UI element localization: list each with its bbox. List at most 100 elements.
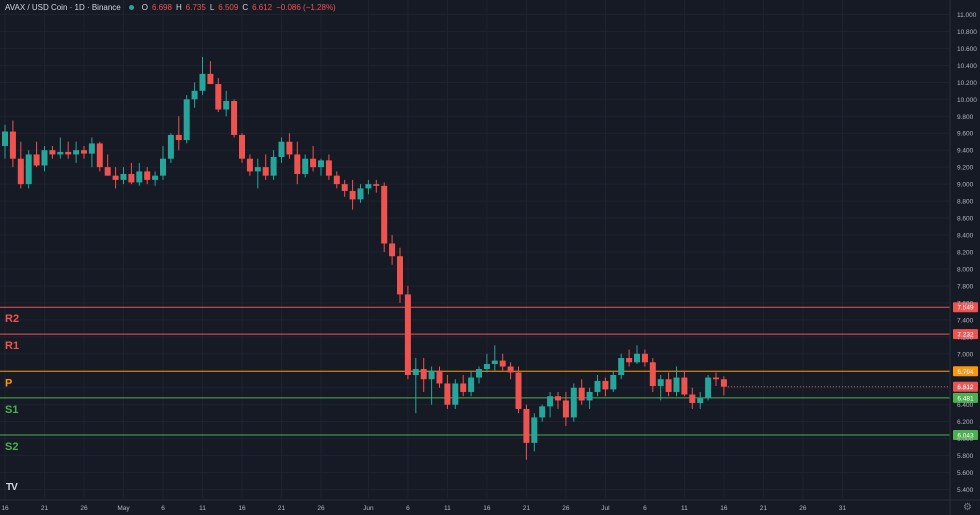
level-name-r1: R1 [5,340,19,352]
high-value: 6.735 [185,3,206,12]
candle-body [120,173,127,180]
candle-body [428,370,435,380]
change-value: −0.086 (−1.28%) [276,3,336,12]
settings-icon[interactable]: ⚙ [963,502,972,513]
candle-body [81,150,87,154]
candle-body [96,143,103,168]
level-price-tag-r2 [953,302,978,313]
tradingview-logo-icon[interactable]: TV [6,482,18,493]
candle-body [483,363,490,370]
level-price-label-s1: 6.481 [957,395,974,402]
candle-body [25,154,32,185]
candle-body [175,134,182,141]
y-tick-label: 6.000 [957,436,974,443]
y-tick-label: 10.600 [957,46,977,53]
level-price-label-r1: 7.232 [957,332,974,339]
candle-body [404,294,411,375]
y-tick-label: 7.600 [957,300,974,307]
candle-body [720,379,727,387]
y-tick-label: 9.200 [957,165,974,172]
y-tick-label: 6.600 [957,385,974,392]
x-tick-label: 16 [720,505,728,512]
candle-body [634,353,640,363]
candle-body [199,73,206,91]
high-label: H [176,3,182,12]
x-tick-label: 26 [80,505,88,512]
candle-body [349,190,356,200]
candle-body [657,379,664,387]
candle-body [610,375,617,390]
candlesticks [2,56,727,460]
symbol-title[interactable]: AVAX / USD Coin · 1D · Binance [5,3,121,12]
candle-body [286,141,293,155]
candle-body [649,362,656,387]
level-price-tag-s2 [953,429,978,440]
candle-body [626,358,633,363]
y-tick-label: 8.000 [957,266,974,273]
candle-body [270,156,277,176]
candle-body [594,380,601,392]
candle-body [302,158,309,174]
low-label: L [209,3,215,12]
y-tick-label: 9.400 [957,148,974,155]
candle-body [33,154,40,166]
candle-body [144,171,151,180]
y-tick-label: 8.200 [957,250,974,257]
candle-body [254,167,261,172]
low-value: 6.509 [218,3,239,12]
candle-body [555,396,561,401]
candle-body [294,154,301,174]
candle-body [49,150,56,155]
candle-body [278,141,285,157]
level-name-s1: S1 [5,404,18,416]
level-price-tag-p [953,366,978,377]
candle-body [689,394,696,403]
x-tick-label: 21 [41,505,49,512]
x-tick-label: 16 [1,505,9,512]
candle-body [460,383,467,392]
x-tick-label: 11 [199,505,206,512]
level-price-label-r2: 7.549 [957,305,974,312]
candle-body [570,387,577,418]
candle-body [515,372,522,409]
x-tick-label: 11 [444,505,451,512]
y-tick-label: 8.400 [957,233,974,240]
candle-body [41,150,48,166]
y-tick-label: 5.400 [957,487,974,494]
candle-body [412,369,419,375]
candle-body [365,184,372,189]
candle-body [373,184,380,186]
y-tick-label: 10.000 [957,97,977,104]
candle-body [246,158,253,172]
candle-body [112,175,119,180]
candle-body [2,131,8,146]
candle-body [389,243,396,257]
candle-body [681,377,688,395]
candle-body [641,353,648,363]
candle-body [539,406,546,418]
x-tick-label: 6 [161,505,165,512]
x-tick-label: 26 [317,505,325,512]
candle-body [73,150,80,155]
x-tick-label: Jul [601,505,610,512]
market-status-icon [128,5,134,10]
y-tick-label: 10.200 [957,80,977,87]
y-tick-label: 6.200 [957,419,974,426]
level-name-r2: R2 [5,313,19,325]
candle-body [618,358,625,375]
x-tick-label: 26 [562,505,570,512]
last-price-label: 6.612 [957,384,974,391]
candle-body [562,400,569,418]
level-price-label-p: 6.794 [957,369,974,376]
y-tick-label: 9.800 [957,114,974,121]
level-price-tag-s1 [953,392,978,403]
candle-body [262,167,269,176]
close-label: C [242,3,249,12]
candle-body [65,151,72,155]
candle-body [191,90,198,100]
open-value: 6.698 [151,3,173,12]
candle-body [136,171,143,183]
x-tick-label: May [117,505,130,512]
candle-body [586,391,593,401]
